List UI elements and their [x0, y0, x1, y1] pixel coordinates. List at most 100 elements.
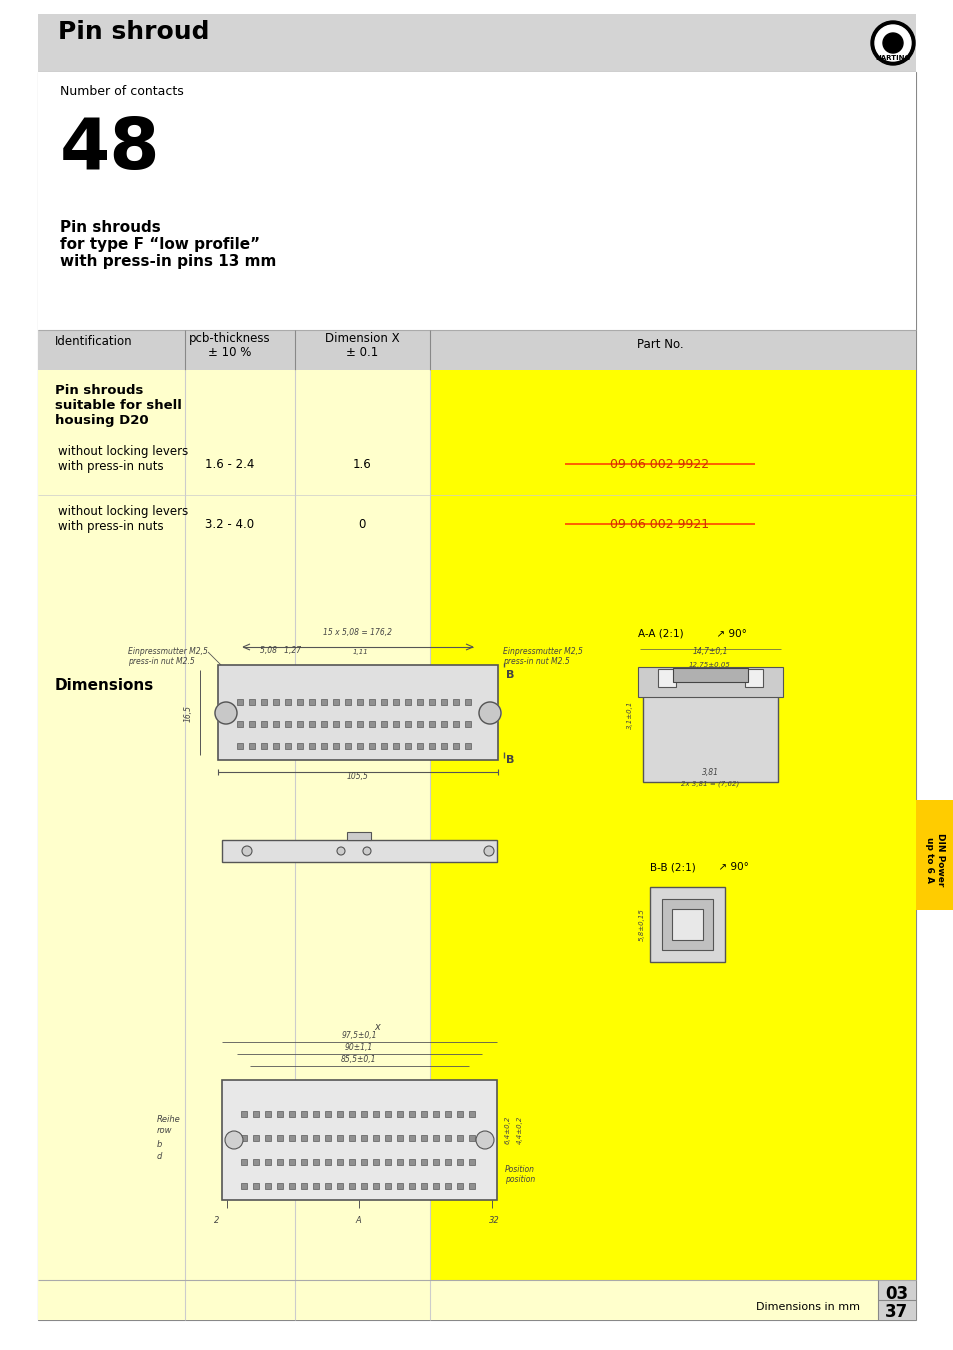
Bar	[360, 1183, 367, 1189]
Bar	[265, 1135, 271, 1141]
Circle shape	[483, 846, 494, 856]
Bar	[289, 1160, 294, 1165]
Bar	[672, 668, 747, 682]
Bar	[744, 670, 762, 687]
Circle shape	[478, 702, 500, 724]
Text: 15 x 5,08 = 176,2: 15 x 5,08 = 176,2	[323, 628, 392, 637]
Text: row: row	[157, 1126, 172, 1135]
Text: 03: 03	[884, 1285, 907, 1303]
Bar	[236, 743, 243, 749]
Circle shape	[214, 702, 236, 724]
Bar	[469, 1111, 475, 1116]
Text: with press-in nuts: with press-in nuts	[58, 460, 164, 472]
Bar	[349, 1135, 355, 1141]
Bar	[420, 1160, 427, 1165]
Text: 6,4±0,2: 6,4±0,2	[504, 1116, 511, 1145]
Bar	[385, 1160, 391, 1165]
Bar	[385, 1183, 391, 1189]
Bar	[249, 699, 254, 705]
Bar	[456, 1135, 462, 1141]
Text: housing D20: housing D20	[55, 414, 149, 427]
Bar	[420, 1135, 427, 1141]
Bar	[396, 1135, 402, 1141]
Bar	[396, 1160, 402, 1165]
Circle shape	[874, 26, 910, 61]
Bar	[409, 1160, 415, 1165]
Text: Einpressmutter M2,5: Einpressmutter M2,5	[128, 647, 208, 656]
Text: 85,5±0,1: 85,5±0,1	[341, 1054, 376, 1064]
Bar	[38, 329, 915, 370]
Bar	[429, 721, 435, 728]
Bar	[325, 1135, 331, 1141]
Bar	[320, 699, 327, 705]
Bar	[453, 699, 458, 705]
Bar	[453, 743, 458, 749]
Bar	[345, 721, 351, 728]
Bar	[349, 1111, 355, 1116]
Text: Reihe: Reihe	[157, 1115, 180, 1125]
Text: A-A (2:1): A-A (2:1)	[638, 629, 683, 639]
Text: x: x	[374, 1022, 379, 1031]
Bar	[373, 1160, 378, 1165]
Text: 1.6 - 2.4: 1.6 - 2.4	[205, 458, 254, 471]
Bar	[336, 1111, 343, 1116]
Text: Dimensions: Dimensions	[55, 678, 154, 693]
Bar	[222, 1080, 497, 1200]
Bar	[444, 1135, 451, 1141]
Bar	[325, 1111, 331, 1116]
Bar	[313, 1135, 318, 1141]
Bar	[433, 1160, 438, 1165]
Text: B: B	[505, 670, 514, 680]
Text: suitable for shell: suitable for shell	[55, 400, 182, 412]
Bar	[456, 1183, 462, 1189]
Bar	[915, 801, 953, 910]
Bar	[347, 832, 371, 840]
Bar	[325, 1160, 331, 1165]
Text: d: d	[157, 1152, 162, 1161]
Text: Dimension X: Dimension X	[324, 332, 399, 346]
Bar	[273, 743, 278, 749]
Bar	[356, 721, 363, 728]
Bar	[369, 743, 375, 749]
Bar	[380, 743, 387, 749]
Text: 97,5±0,1: 97,5±0,1	[341, 1031, 376, 1040]
Bar	[373, 1111, 378, 1116]
Bar	[409, 1111, 415, 1116]
Text: DIN Power
up to 6 A: DIN Power up to 6 A	[924, 833, 943, 887]
Bar	[313, 1111, 318, 1116]
Text: Position: Position	[504, 1165, 535, 1174]
Text: A: A	[355, 1216, 360, 1224]
Bar	[273, 721, 278, 728]
Bar	[345, 743, 351, 749]
Bar	[661, 899, 712, 950]
Text: 2: 2	[213, 1216, 219, 1224]
Bar	[456, 1160, 462, 1165]
Bar	[433, 1183, 438, 1189]
Bar	[38, 370, 915, 1320]
Text: with press-in pins 13 mm: with press-in pins 13 mm	[60, 254, 276, 269]
Bar	[289, 1135, 294, 1141]
Text: pcb-thickness: pcb-thickness	[189, 332, 271, 346]
Bar	[241, 1160, 247, 1165]
Text: 0: 0	[358, 518, 365, 531]
Bar	[369, 699, 375, 705]
Text: 09 06 002 9922: 09 06 002 9922	[610, 458, 709, 471]
Circle shape	[363, 846, 371, 855]
Bar	[296, 699, 303, 705]
Bar	[444, 1111, 451, 1116]
Bar	[261, 721, 267, 728]
Bar	[360, 1111, 367, 1116]
Text: ± 0.1: ± 0.1	[346, 346, 377, 359]
Bar	[877, 1280, 915, 1320]
Bar	[405, 721, 411, 728]
Bar	[356, 699, 363, 705]
Bar	[360, 1135, 367, 1141]
Bar	[276, 1111, 283, 1116]
Bar	[369, 721, 375, 728]
Bar	[301, 1135, 307, 1141]
Text: 1,11: 1,11	[353, 649, 369, 655]
Bar	[385, 1111, 391, 1116]
Bar	[440, 743, 447, 749]
Bar	[253, 1111, 258, 1116]
Bar	[396, 1183, 402, 1189]
